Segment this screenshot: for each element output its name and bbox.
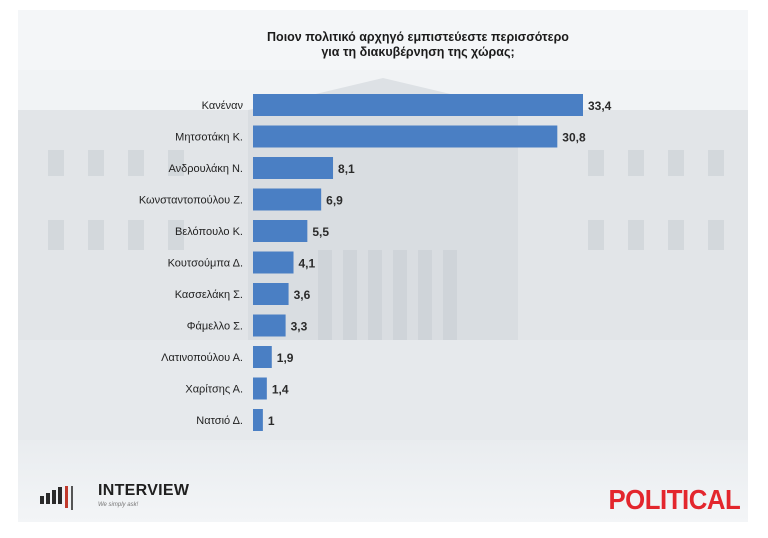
bar <box>253 125 558 148</box>
bar <box>253 409 263 431</box>
value-label: 1,9 <box>277 351 294 365</box>
chart-title: Ποιον πολιτικό αρχηγό εμπιστεύεστε περισ… <box>168 30 668 60</box>
slide: Ποιον πολιτικό αρχηγό εμπιστεύεστε περισ… <box>18 10 748 522</box>
bar <box>253 377 267 400</box>
value-label: 4,1 <box>299 257 316 271</box>
value-label: 33,4 <box>588 99 612 113</box>
bar <box>253 283 289 305</box>
category-label: Νατσιό Δ. <box>196 415 243 427</box>
value-label: 1 <box>268 414 275 428</box>
bar <box>253 188 322 211</box>
category-label: Χαρίτσης Α. <box>185 384 243 396</box>
value-label: 3,6 <box>294 288 311 302</box>
chart-title-line-2: για τη διακυβέρνηση της χώρας; <box>321 45 515 59</box>
category-label: Λατινοπούλου Α. <box>161 352 243 364</box>
bar <box>253 157 334 179</box>
value-label: 30,8 <box>562 131 586 145</box>
chart-title-line-1: Ποιον πολιτικό αρχηγό εμπιστεύεστε περισ… <box>267 30 569 44</box>
political-logo: POLITICAL <box>608 484 740 515</box>
bar <box>253 220 308 242</box>
bar <box>253 94 583 116</box>
bar <box>253 251 294 274</box>
interview-logo: INTERVIEW We simply ask! <box>40 480 240 516</box>
value-label: 8,1 <box>338 162 355 176</box>
category-label: Βελόπουλο Κ. <box>175 226 243 238</box>
plaza-background <box>18 440 748 522</box>
bar-chart: Κανέναν 33,4 Μητσοτάκη Κ. 30,8 Ανδρουλάκη Ν.… <box>139 94 612 431</box>
bar <box>253 346 272 368</box>
category-label: Κανέναν <box>202 100 244 112</box>
category-label: Κουτσούμπα Δ. <box>168 258 243 270</box>
interview-logo-tagline: We simply ask! <box>98 502 139 508</box>
interview-bars-icon <box>40 486 73 510</box>
category-label: Μητσοτάκη Κ. <box>175 132 243 144</box>
value-label: 6,9 <box>326 194 343 208</box>
bar <box>253 314 286 337</box>
value-label: 5,5 <box>312 225 329 239</box>
category-label: Ανδρουλάκη Ν. <box>168 163 243 175</box>
category-label: Κωνσταντοπούλου Ζ. <box>139 195 243 207</box>
interview-logo-text: INTERVIEW <box>98 482 190 499</box>
value-label: 3,3 <box>291 320 308 334</box>
value-label: 1,4 <box>272 383 289 397</box>
category-label: Κασσελάκη Σ. <box>175 289 243 301</box>
category-label: Φάμελλο Σ. <box>187 321 243 333</box>
